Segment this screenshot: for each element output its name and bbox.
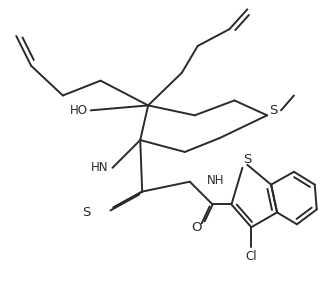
Text: HO: HO	[70, 104, 88, 117]
Text: S: S	[269, 104, 277, 117]
Text: S: S	[83, 206, 91, 219]
Text: O: O	[191, 221, 202, 234]
Text: NH: NH	[207, 174, 224, 187]
Text: Cl: Cl	[245, 250, 257, 263]
Text: S: S	[243, 153, 251, 166]
Text: HN: HN	[91, 161, 109, 174]
